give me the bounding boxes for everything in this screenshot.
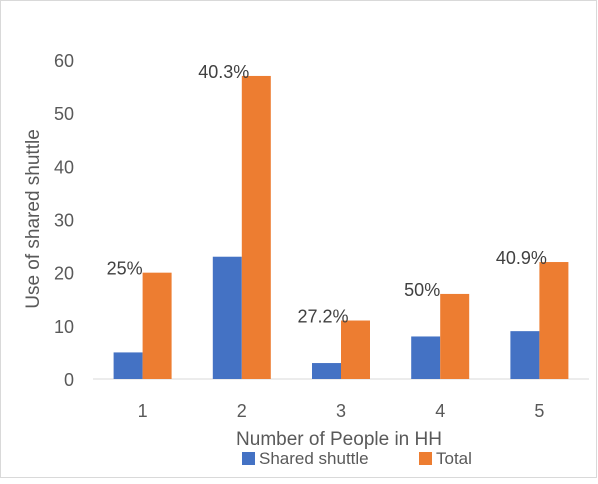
y-tick-label: 50 bbox=[54, 104, 74, 124]
bar-total-4 bbox=[440, 293, 470, 379]
y-axis-label: Use of shared shuttle bbox=[23, 129, 44, 309]
x-tick-label: 4 bbox=[435, 401, 445, 421]
legend-label: Total bbox=[436, 449, 472, 468]
bar-shared-shuttle-4 bbox=[411, 336, 441, 379]
bars bbox=[113, 75, 569, 379]
bar-shared-shuttle-5 bbox=[510, 331, 540, 379]
y-tick-label: 20 bbox=[54, 264, 74, 284]
x-axis-label: Number of People in HH bbox=[236, 429, 442, 450]
bar-total-3 bbox=[341, 320, 370, 379]
data-label: 25% bbox=[107, 259, 143, 279]
bar-total-1 bbox=[142, 272, 172, 379]
x-axis-ticks: 1 2 3 4 5 bbox=[138, 401, 545, 421]
y-tick-label: 30 bbox=[54, 211, 74, 231]
data-label: 27.2% bbox=[297, 307, 348, 327]
x-tick-label: 5 bbox=[534, 401, 544, 421]
bar-shared-shuttle-2 bbox=[212, 256, 242, 379]
data-label: 40.9% bbox=[496, 248, 547, 268]
y-tick-label: 40 bbox=[54, 157, 74, 177]
legend: Shared shuttle Total bbox=[242, 449, 472, 468]
y-tick-label: 10 bbox=[54, 317, 74, 337]
y-tick-label: 60 bbox=[54, 51, 74, 71]
bar-shared-shuttle-3 bbox=[312, 363, 341, 379]
data-label: 40.3% bbox=[198, 62, 249, 82]
bar-total-2 bbox=[241, 75, 271, 379]
y-axis-ticks: 0 10 20 30 40 50 60 bbox=[54, 51, 74, 390]
legend-swatch bbox=[419, 452, 432, 465]
legend-label: Shared shuttle bbox=[259, 449, 369, 468]
x-tick-label: 1 bbox=[138, 401, 148, 421]
bar-shared-shuttle-1 bbox=[113, 352, 143, 379]
x-tick-label: 3 bbox=[336, 401, 346, 421]
x-tick-label: 2 bbox=[237, 401, 247, 421]
bar-annotations: 25% 40.3% 27.2% 50% 40.9% bbox=[107, 62, 547, 327]
legend-swatch bbox=[242, 452, 255, 465]
data-label: 50% bbox=[404, 280, 440, 300]
y-tick-label: 0 bbox=[64, 370, 74, 390]
bar-total-5 bbox=[539, 262, 569, 379]
